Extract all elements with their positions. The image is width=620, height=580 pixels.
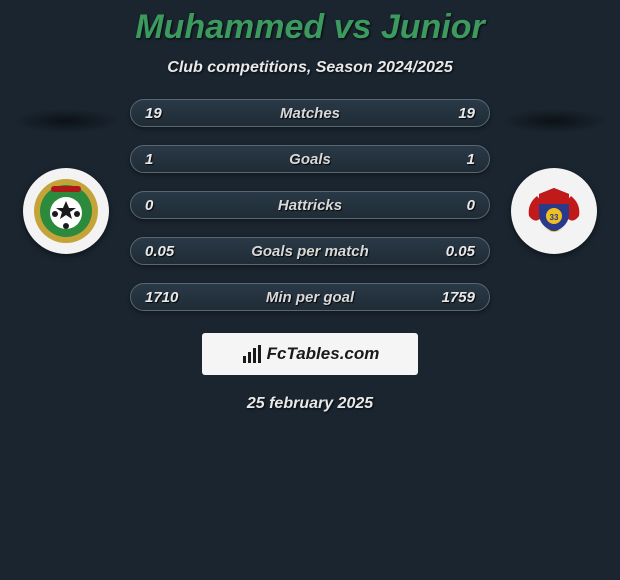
club-badge-left-icon — [31, 176, 101, 246]
stats-column: 19 Matches 19 1 Goals 1 0 Hattricks 0 0.… — [130, 99, 490, 311]
stat-left-value: 0 — [145, 197, 185, 214]
date-label: 25 february 2025 — [0, 395, 620, 413]
stat-right-value: 0 — [435, 197, 475, 214]
club-badge-right-icon: 33 — [519, 176, 589, 246]
player-right-club-badge: 33 — [511, 168, 597, 254]
stat-label: Goals per match — [251, 243, 369, 260]
stat-left-value: 19 — [145, 105, 185, 122]
player-right-avatar-shadow — [500, 109, 608, 133]
stat-row-min-per-goal: 1710 Min per goal 1759 — [130, 283, 490, 311]
stat-row-goals-per-match: 0.05 Goals per match 0.05 — [130, 237, 490, 265]
stat-left-value: 0.05 — [145, 243, 185, 260]
stat-right-value: 0.05 — [435, 243, 475, 260]
subtitle: Club competitions, Season 2024/2025 — [0, 59, 620, 77]
stat-label: Hattricks — [278, 197, 342, 214]
stat-right-value: 19 — [435, 105, 475, 122]
stat-row-matches: 19 Matches 19 — [130, 99, 490, 127]
comparison-container: Muhammed vs Junior Club competitions, Se… — [0, 0, 620, 413]
fctables-label: FcTables.com — [267, 344, 380, 364]
stat-left-value: 1710 — [145, 289, 185, 306]
stat-right-value: 1 — [435, 151, 475, 168]
stat-label: Min per goal — [266, 289, 354, 306]
chart-icon — [241, 343, 263, 365]
main-row: 19 Matches 19 1 Goals 1 0 Hattricks 0 0.… — [0, 99, 620, 311]
stat-label: Matches — [280, 105, 340, 122]
svg-text:33: 33 — [550, 213, 559, 222]
stat-right-value: 1759 — [435, 289, 475, 306]
player-left-avatar-shadow — [12, 109, 120, 133]
stat-row-goals: 1 Goals 1 — [130, 145, 490, 173]
page-title: Muhammed vs Junior — [0, 8, 620, 47]
stat-row-hattricks: 0 Hattricks 0 — [130, 191, 490, 219]
stat-label: Goals — [289, 151, 331, 168]
player-left-column — [12, 99, 120, 254]
fctables-logo-box[interactable]: FcTables.com — [202, 333, 418, 375]
player-left-club-badge — [23, 168, 109, 254]
stat-left-value: 1 — [145, 151, 185, 168]
player-right-column: 33 — [500, 99, 608, 254]
